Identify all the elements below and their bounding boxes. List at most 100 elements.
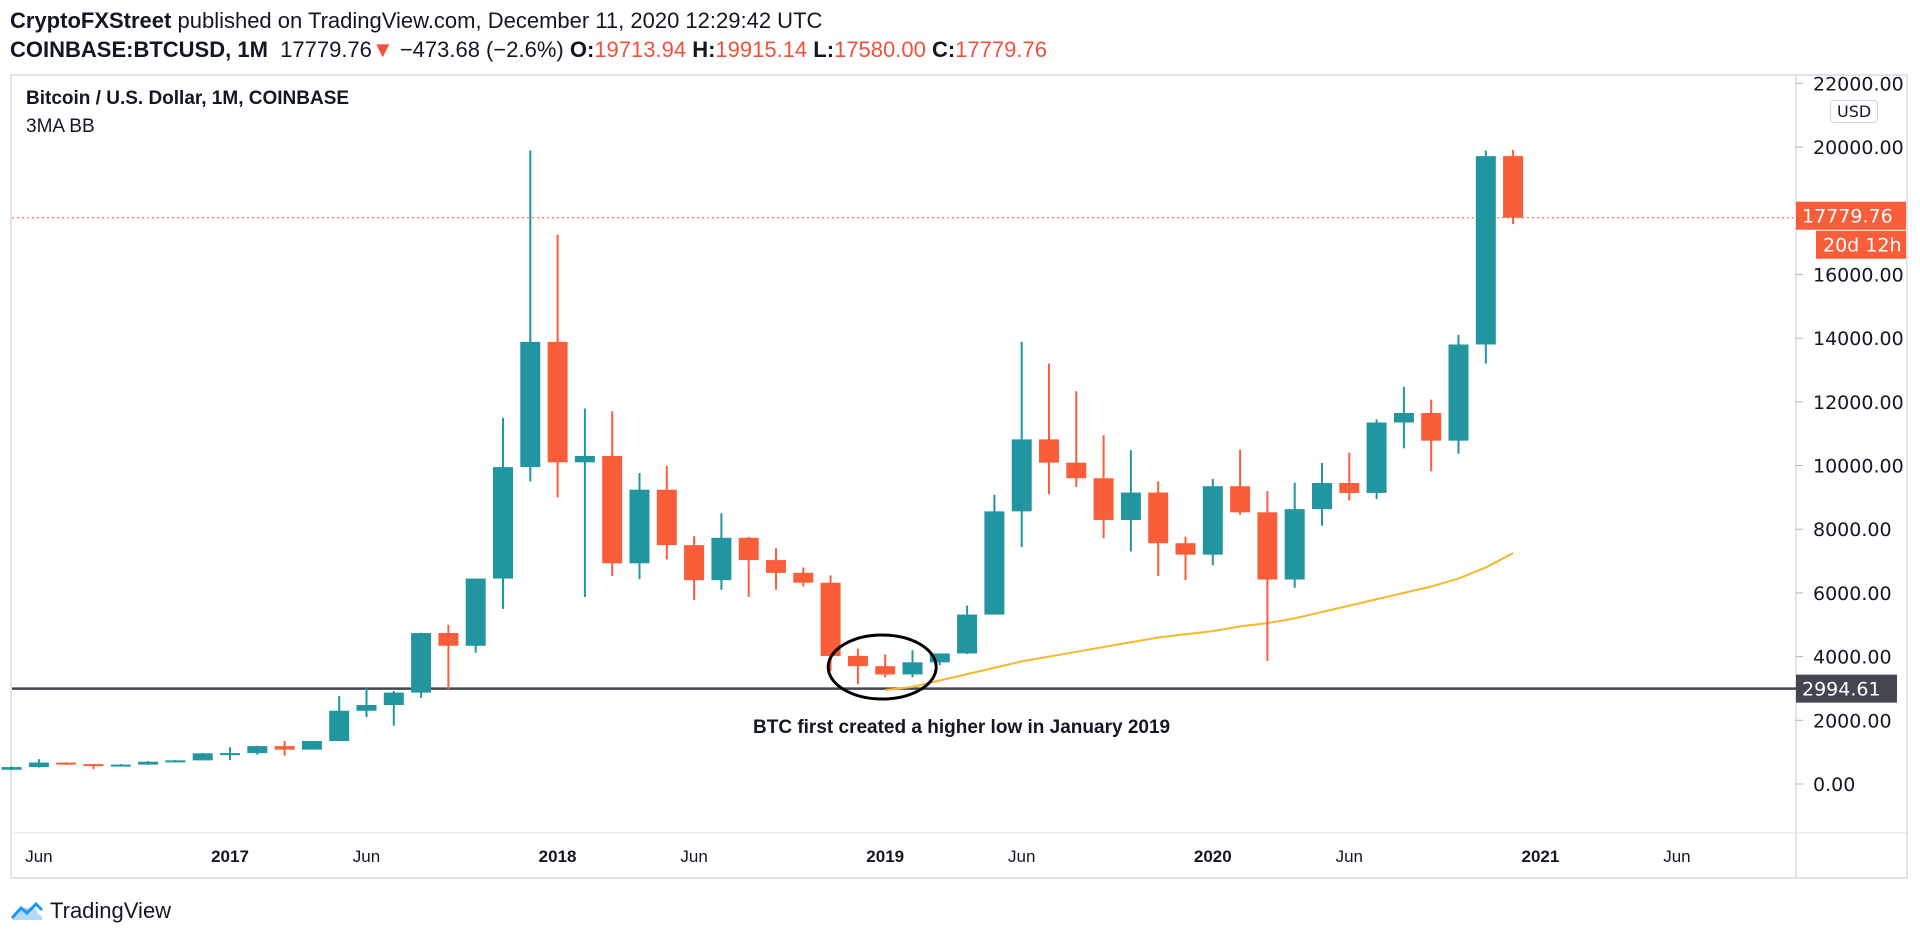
y-tick-label: 12000.00	[1813, 392, 1904, 414]
candle-body	[766, 560, 786, 573]
currency-button[interactable]: USD	[1830, 100, 1879, 123]
countdown-tag	[1816, 230, 1906, 259]
candle-body	[1448, 344, 1469, 441]
x-tick-label: Jun	[1008, 847, 1035, 866]
candle-body	[1066, 462, 1087, 479]
publish-info: CryptoFXStreet published on TradingView.…	[10, 8, 822, 34]
close-value: 17779.76	[955, 37, 1047, 62]
candle-body	[984, 511, 1005, 615]
candle-body	[520, 341, 541, 468]
candle-body	[1503, 156, 1524, 218]
open-label: O:	[569, 37, 595, 62]
y-tick-label: 14000.00	[1813, 328, 1904, 350]
candle-body	[493, 467, 513, 579]
candle-body	[738, 537, 759, 561]
last-price-label: 17779.76	[1802, 206, 1893, 228]
candle-body	[957, 614, 978, 654]
candle-body	[247, 746, 268, 754]
candle-body	[684, 545, 705, 581]
close-label: C:	[931, 37, 956, 62]
candle-body	[629, 489, 650, 564]
y-tick-label: 20000.00	[1813, 137, 1904, 159]
candle-body	[138, 761, 159, 765]
down-arrow-icon: ▼	[371, 37, 394, 62]
candle-body	[83, 764, 104, 767]
candle-body	[1257, 512, 1278, 580]
high-value: 19915.14	[715, 37, 808, 62]
candle-body	[438, 633, 459, 646]
x-tick-label: Jun	[1336, 847, 1363, 866]
candle-body	[1093, 478, 1114, 520]
y-tick-label: 2000.00	[1813, 710, 1892, 732]
annotation-ellipse	[826, 633, 938, 701]
annotation-text: BTC first created a higher low in Januar…	[753, 717, 1170, 738]
symbol: COINBASE:BTCUSD, 1M	[10, 37, 268, 62]
x-tick-label: 2021	[1521, 847, 1559, 866]
change: −473.68 (−2.6%)	[399, 37, 564, 62]
candle-body	[220, 753, 240, 756]
candle-body	[1339, 483, 1360, 493]
candle-body	[411, 633, 432, 693]
candle-body	[875, 666, 896, 675]
x-tick-label: 2020	[1194, 847, 1232, 866]
support-price-tag	[1796, 674, 1897, 703]
candle-body	[793, 572, 814, 583]
y-tick-label: 8000.00	[1813, 519, 1892, 541]
y-tick-label: 10000.00	[1813, 456, 1904, 478]
candle-body	[574, 455, 595, 463]
ma-line	[885, 552, 1514, 692]
candle-body	[1, 767, 22, 770]
open-value: 19713.94	[594, 37, 687, 62]
last-price: 17779.76	[280, 37, 372, 62]
candle-body	[192, 753, 213, 761]
cloud-icon	[10, 901, 44, 920]
candle-body	[1011, 439, 1032, 512]
chart-title: Bitcoin / U.S. Dollar, 1M, COINBASE	[26, 88, 350, 109]
y-tick-label: 0.00	[1813, 774, 1855, 796]
last-price-tag	[1796, 201, 1906, 230]
candle-body	[301, 741, 322, 750]
candle-body	[1475, 156, 1496, 345]
candle-body	[1202, 486, 1223, 555]
candle-body	[1175, 543, 1196, 555]
x-tick-label: 2018	[539, 847, 577, 866]
candle-body	[929, 653, 950, 663]
countdown-label: 20d 12h	[1823, 235, 1902, 257]
y-tick-label: 22000.00	[1813, 73, 1904, 95]
candle-body	[383, 692, 404, 706]
candle-body	[1039, 439, 1059, 463]
candle-body	[1148, 492, 1169, 544]
candle-body	[465, 578, 486, 646]
candle-body	[28, 762, 49, 768]
candle-body	[847, 655, 868, 667]
candle-body	[1421, 412, 1442, 441]
low-label: L:	[813, 37, 835, 62]
support-price-label: 2994.61	[1802, 679, 1881, 701]
candle-body	[902, 662, 923, 675]
candle-body	[820, 582, 841, 656]
candle-body	[1230, 486, 1251, 513]
x-tick-label: Jun	[353, 847, 380, 866]
candle-body	[110, 764, 131, 767]
y-tick-label: 6000.00	[1813, 583, 1892, 605]
candle-body	[547, 341, 568, 463]
candle-body	[56, 762, 77, 765]
ohlc-bar: COINBASE:BTCUSD, 1M 17779.76▼ −473.68 (−…	[10, 37, 1047, 63]
low-value: 17580.00	[834, 37, 926, 62]
x-tick-label: 2019	[866, 847, 904, 866]
x-tick-label: Jun	[25, 847, 52, 866]
candle-body	[1312, 483, 1332, 510]
x-tick-label: Jun	[1663, 847, 1690, 866]
chart-frame	[10, 74, 1908, 879]
y-tick-label: 16000.00	[1813, 264, 1904, 286]
candle-body	[1120, 492, 1141, 520]
candle-body	[1393, 412, 1414, 423]
indicator-label[interactable]: 3MA BB	[26, 116, 95, 137]
x-tick-label: 2017	[211, 847, 249, 866]
candle-body	[1366, 422, 1387, 493]
candle-body	[711, 537, 732, 581]
high-label: H:	[692, 37, 716, 62]
author: CryptoFXStreet	[10, 8, 172, 33]
tradingview-logo[interactable]: TradingView	[10, 898, 171, 924]
